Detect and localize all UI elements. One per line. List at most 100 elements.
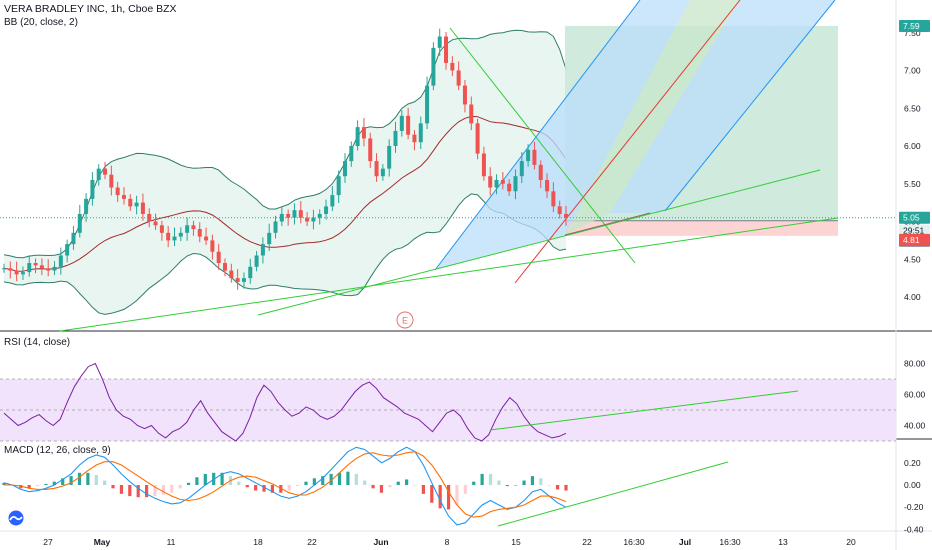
time-axis-tick: 27 bbox=[43, 537, 53, 547]
candle-body bbox=[317, 213, 322, 218]
macd-histogram-bar bbox=[270, 485, 275, 493]
candle-body bbox=[526, 149, 531, 162]
macd-histogram-bar bbox=[312, 478, 316, 485]
macd-histogram-bar bbox=[488, 473, 493, 485]
price-axis-tick: 4.00 bbox=[904, 292, 921, 302]
candle-body bbox=[235, 278, 240, 282]
candle-body bbox=[393, 130, 398, 146]
price-axis-tick: 4.50 bbox=[904, 254, 921, 264]
macd-histogram-bar bbox=[346, 471, 350, 485]
macd-histogram-bar bbox=[111, 485, 115, 489]
macd-histogram-bar bbox=[186, 482, 191, 485]
candle-body bbox=[71, 232, 76, 245]
rsi-pane[interactable] bbox=[0, 362, 896, 442]
trendline-falling bbox=[449, 27, 636, 264]
candle-body bbox=[14, 270, 19, 275]
candle-body bbox=[52, 266, 57, 271]
earnings-marker-label: E bbox=[402, 316, 408, 326]
rsi-axis-tick: 80.00 bbox=[904, 359, 926, 369]
channel-band bbox=[660, 0, 835, 213]
macd-axis-tick: 0.20 bbox=[904, 458, 921, 468]
macd-histogram-bar bbox=[379, 485, 384, 493]
candle-body bbox=[58, 255, 63, 267]
candle-body bbox=[380, 168, 385, 177]
candle-body bbox=[418, 123, 423, 143]
macd-histogram-bar bbox=[304, 481, 308, 485]
candle-body bbox=[519, 161, 524, 177]
macd-histogram-bar bbox=[463, 485, 467, 494]
candle-body bbox=[444, 36, 449, 63]
candle-body bbox=[425, 85, 430, 124]
candle-body bbox=[96, 168, 101, 180]
macd-histogram-bar bbox=[178, 485, 182, 489]
candle-body bbox=[260, 244, 265, 256]
macd-histogram-bar bbox=[69, 476, 73, 485]
rsi-axis-tick: 60.00 bbox=[904, 390, 926, 400]
macd-histogram-bar bbox=[61, 478, 65, 485]
rsi-indicator-label[interactable]: RSI (14, close) bbox=[4, 337, 71, 348]
candle-body bbox=[355, 127, 360, 146]
macd-histogram-bar bbox=[329, 473, 333, 485]
macd-histogram-bar bbox=[103, 480, 107, 485]
macd-histogram-bar bbox=[128, 485, 132, 497]
macd-histogram-bar bbox=[421, 485, 426, 494]
candle-body bbox=[39, 265, 44, 269]
macd-axis-tick: -0.20 bbox=[904, 502, 924, 512]
price-tag-target-label: 7.59 bbox=[903, 21, 920, 31]
candle-body bbox=[20, 272, 25, 275]
rsi-trendline bbox=[489, 390, 799, 431]
candle-body bbox=[564, 213, 568, 218]
macd-histogram-bar bbox=[413, 485, 417, 486]
time-axis-tick: Jul bbox=[679, 537, 691, 547]
candle-body bbox=[399, 115, 404, 131]
macd-histogram-bar bbox=[144, 485, 149, 498]
time-axis-tick: 8 bbox=[445, 537, 450, 547]
price-axis-tick: 6.00 bbox=[904, 141, 921, 151]
candle-body bbox=[172, 236, 177, 241]
candle-body bbox=[248, 266, 253, 279]
macd-histogram-bar bbox=[505, 485, 509, 487]
macd-histogram-bar bbox=[371, 485, 375, 489]
candle-body bbox=[494, 179, 499, 188]
candle-body bbox=[84, 198, 89, 214]
macd-histogram-bar bbox=[514, 485, 518, 486]
price-tag-stop-label: 4.81 bbox=[903, 235, 920, 245]
macd-line bbox=[3, 446, 567, 526]
macd-histogram-bar bbox=[27, 485, 31, 489]
macd-histogram-bar bbox=[321, 476, 325, 485]
candle-body bbox=[216, 251, 221, 264]
earnings-marker[interactable]: E bbox=[396, 311, 414, 329]
tradingview-logo-icon[interactable] bbox=[6, 510, 26, 526]
rsi-axis-tick: 40.00 bbox=[904, 421, 926, 431]
trendline-rising bbox=[257, 169, 821, 316]
macd-histogram-bar bbox=[480, 473, 484, 485]
candle-body bbox=[349, 146, 354, 162]
main-price-pane[interactable] bbox=[0, 0, 896, 332]
candle-body bbox=[538, 164, 543, 180]
macd-histogram-bar bbox=[237, 481, 241, 485]
candle-body bbox=[27, 263, 32, 273]
macd-histogram-bar bbox=[396, 481, 400, 485]
candle-body bbox=[197, 229, 202, 237]
macd-histogram-bar bbox=[337, 472, 342, 485]
macd-histogram-bar bbox=[35, 485, 40, 487]
bb-indicator-label[interactable]: BB (20, close, 2) bbox=[4, 17, 78, 28]
price-tag-countdown-label: 29:51 bbox=[903, 226, 925, 236]
symbol-title[interactable]: VERA BRADLEY INC, 1h, Cboe BZX bbox=[4, 3, 177, 15]
time-axis-tick: 22 bbox=[582, 537, 592, 547]
bollinger-lower-line bbox=[3, 193, 567, 315]
macd-histogram-bar bbox=[354, 473, 358, 485]
candle-body bbox=[2, 268, 6, 270]
macd-indicator-label[interactable]: MACD (12, 26, close, 9) bbox=[4, 445, 111, 456]
candle-body bbox=[469, 104, 474, 124]
macd-histogram-bar bbox=[161, 485, 165, 495]
macd-pane[interactable] bbox=[2, 446, 729, 527]
macd-histogram-bar bbox=[86, 472, 90, 485]
macd-histogram-bar bbox=[2, 482, 6, 485]
candle-body bbox=[65, 244, 70, 256]
macd-histogram-bar bbox=[19, 485, 23, 489]
candle-body bbox=[412, 134, 417, 143]
candle-body bbox=[488, 176, 493, 188]
candle-body bbox=[178, 232, 183, 237]
